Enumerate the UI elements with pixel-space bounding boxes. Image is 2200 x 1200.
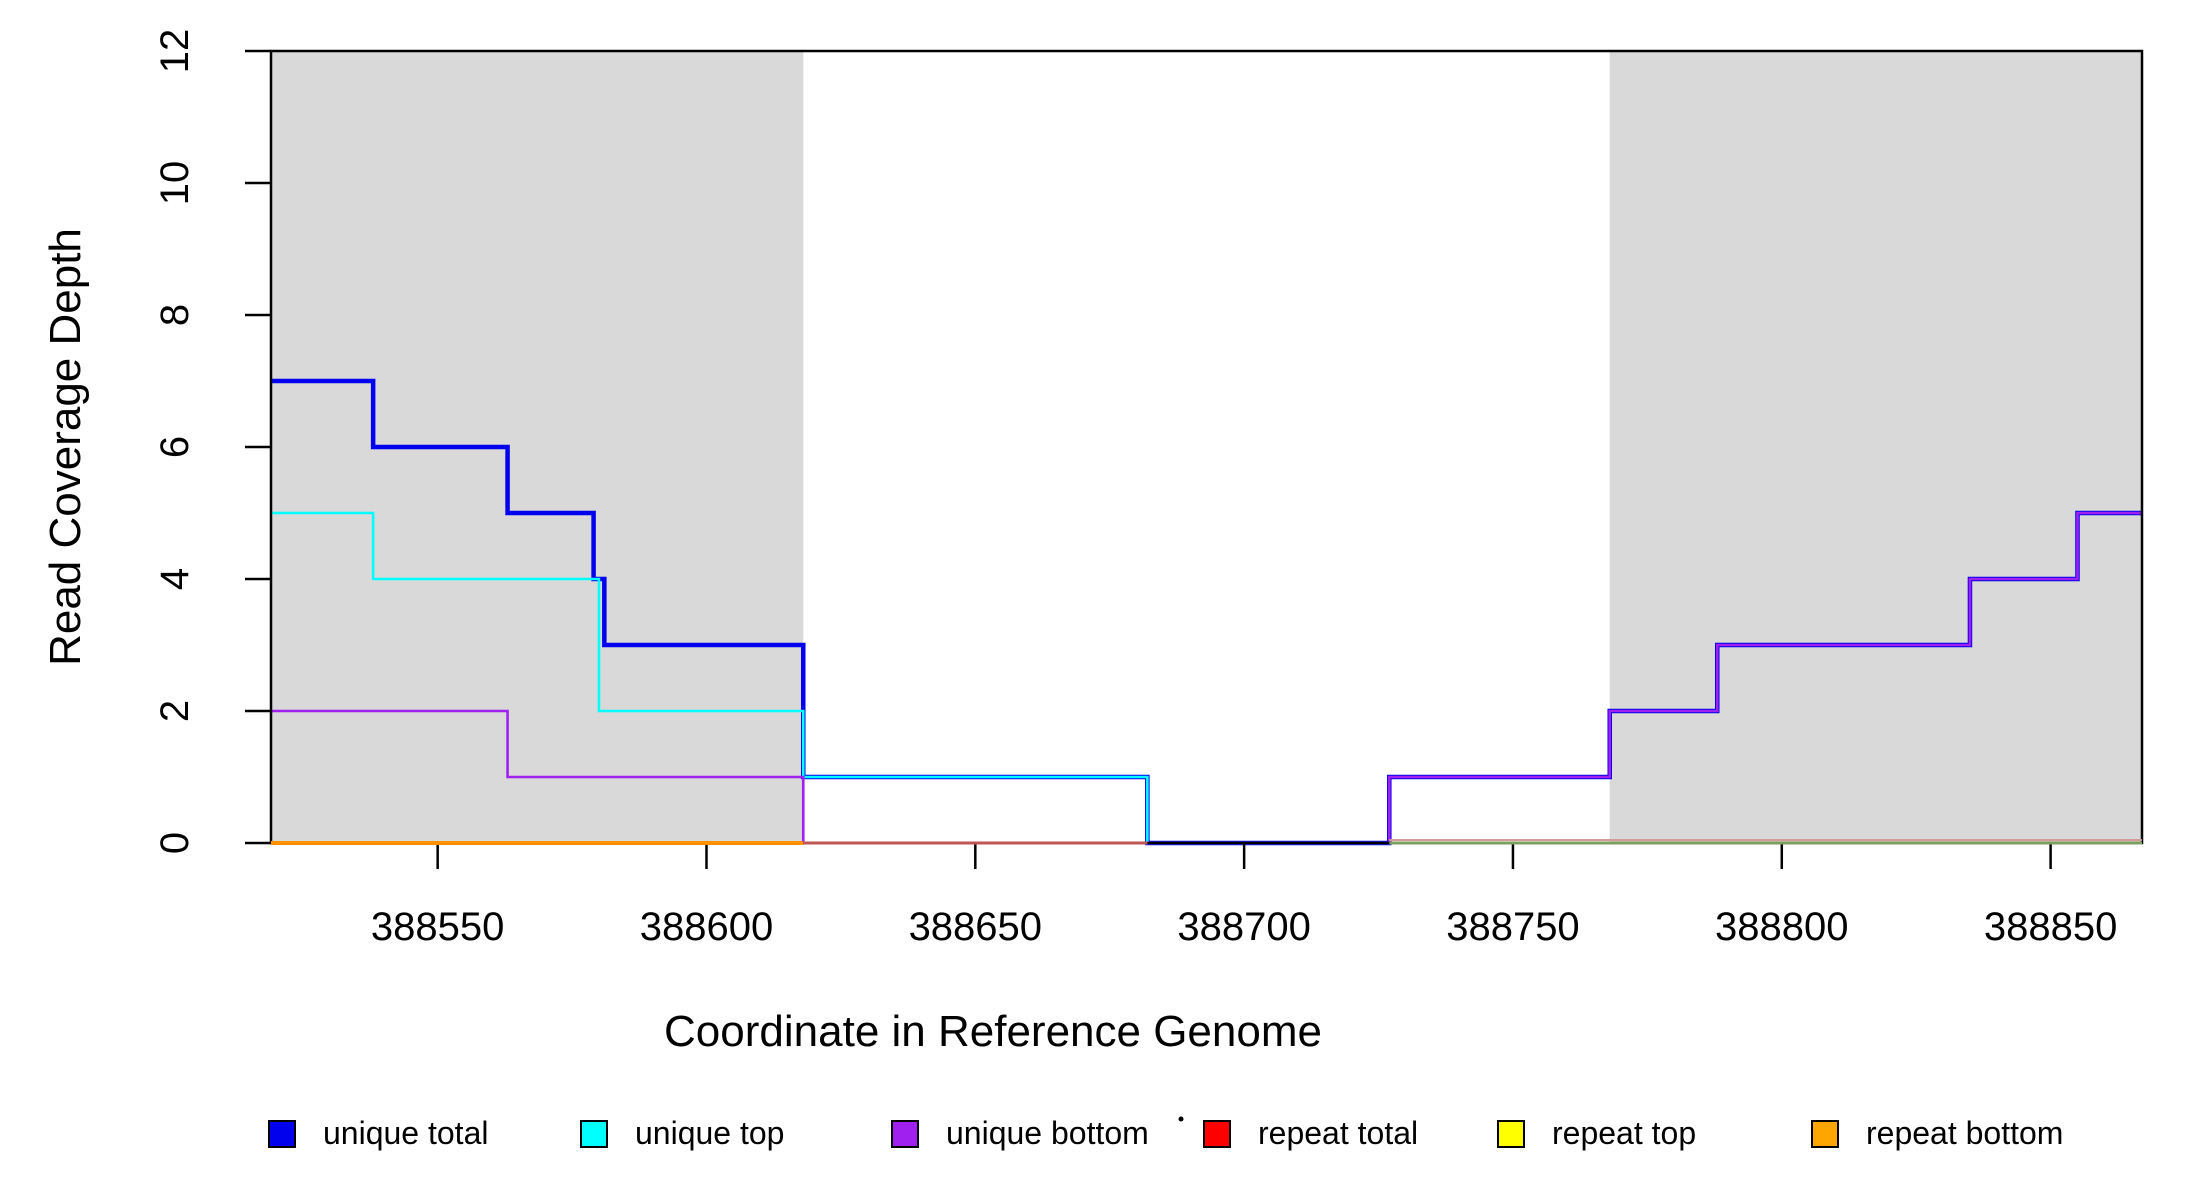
legend-swatch-repeat-total — [1203, 1120, 1231, 1148]
x-tick-label: 388550 — [371, 905, 504, 949]
series-line-unique-top — [271, 511, 2142, 845]
legend-label-repeat-total: repeat total — [1258, 1115, 1418, 1151]
y-tick-label: 8 — [153, 304, 197, 326]
legend-swatch-repeat-top — [1497, 1120, 1525, 1148]
legend-label-repeat-top: repeat top — [1552, 1115, 1696, 1151]
y-tick-label: 10 — [153, 161, 197, 206]
stray-dot — [1178, 1116, 1184, 1122]
legend-label-unique-bottom: unique bottom — [946, 1115, 1149, 1151]
x-tick-label: 388750 — [1446, 905, 1579, 949]
x-tick-label: 388800 — [1715, 905, 1848, 949]
legend-label-repeat-bottom: repeat bottom — [1866, 1115, 2063, 1151]
y-tick-label: 0 — [153, 832, 197, 854]
legend-swatch-unique-top — [580, 1120, 608, 1148]
y-tick-label: 12 — [153, 29, 197, 74]
y-tick-label: 6 — [153, 436, 197, 458]
legend-swatch-unique-total — [268, 1120, 296, 1148]
y-tick-label: 2 — [153, 700, 197, 722]
chart-layer: 388550 388600 388650 388700 388750 388800 3888… — [153, 29, 2144, 1151]
shaded-region — [271, 51, 804, 843]
legend-swatch-unique-bottom — [891, 1120, 919, 1148]
legend-label-unique-top: unique top — [635, 1115, 784, 1151]
legend-swatch-repeat-bottom — [1811, 1120, 1839, 1148]
y-axis-title: Read Coverage Depth — [41, 228, 90, 666]
x-axis-title: Coordinate in Reference Genome — [664, 1007, 1322, 1056]
legend-label-unique-total: unique total — [323, 1115, 488, 1151]
shaded-region — [1609, 51, 2142, 843]
x-tick-label: 388700 — [1177, 905, 1310, 949]
y-tick-label: 4 — [153, 568, 197, 590]
x-tick-label: 388850 — [1984, 905, 2117, 949]
x-tick-label: 388600 — [640, 905, 773, 949]
x-tick-label: 388650 — [909, 905, 1042, 949]
series-line-unique-bottom — [271, 511, 2142, 845]
